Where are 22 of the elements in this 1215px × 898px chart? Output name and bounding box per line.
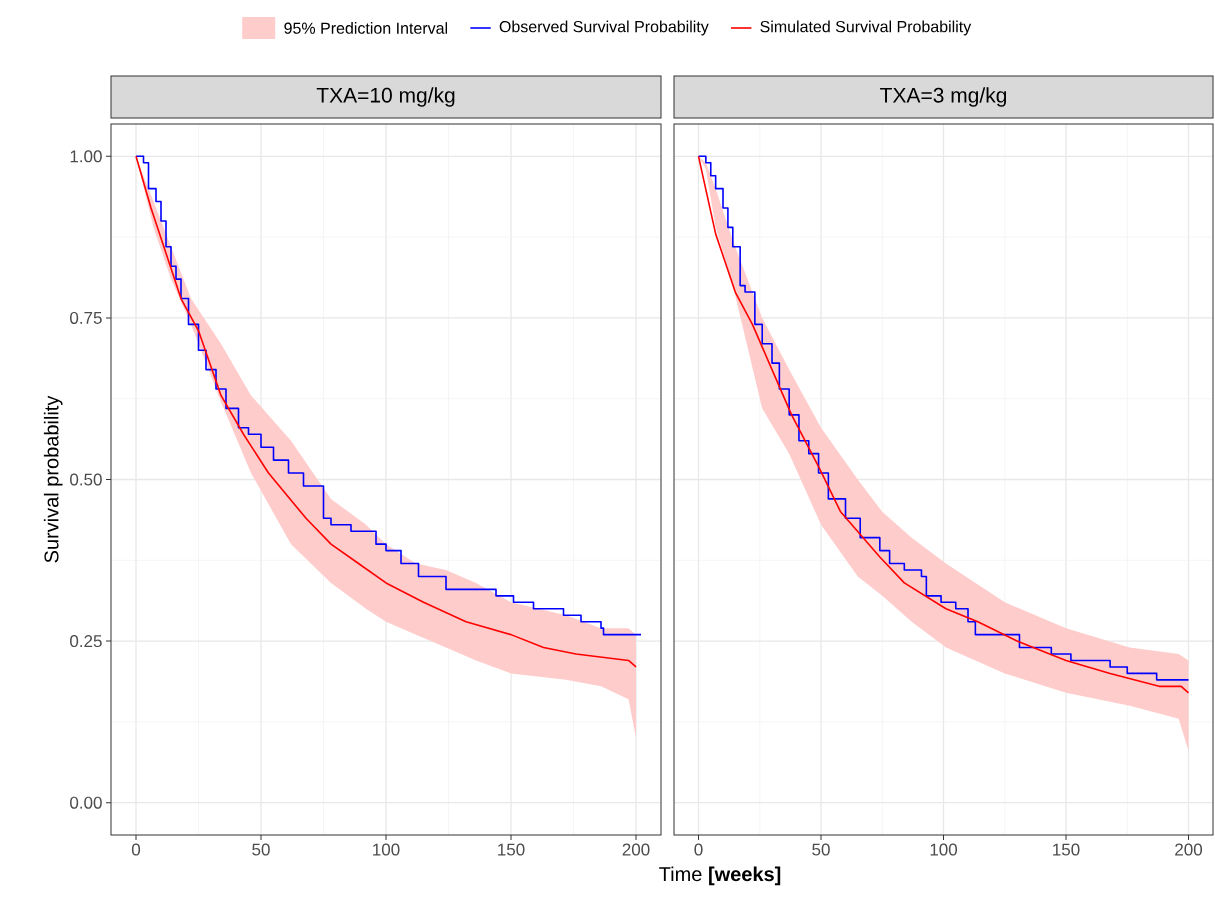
- legend-label: 95% Prediction Interval: [284, 22, 448, 34]
- x-tick-label: 150: [1053, 843, 1080, 856]
- y-tick-label: 0.50: [70, 473, 102, 486]
- x-tick-label: 100: [373, 843, 400, 856]
- chart-title: TXA=3 mg/kg: [880, 87, 1007, 107]
- x-tick-label: 50: [812, 843, 830, 856]
- x-tick-label: 50: [252, 843, 270, 856]
- x-tick-label: 150: [498, 843, 525, 856]
- y-axis-title: Survival probability: [43, 395, 63, 563]
- x-tick-label: 200: [622, 843, 650, 856]
- y-tick-label: 1.00: [70, 150, 102, 163]
- y-tick-label: 0.25: [70, 635, 102, 648]
- x-tick-label: 200: [1175, 843, 1203, 856]
- x-tick-label: 0: [694, 843, 703, 856]
- x-tick-label: 100: [930, 843, 958, 856]
- x-tick-label: 0: [131, 843, 141, 856]
- legend-label: Observed Survival Probability: [499, 20, 709, 36]
- legend-label: Simulated Survival Probability: [760, 20, 972, 36]
- y-tick-label: 0.75: [70, 311, 102, 324]
- chart-title: TXA=10 mg/kg: [316, 87, 455, 107]
- x-axis-title: Time [weeks]: [659, 866, 781, 886]
- y-tick-label: 0.00: [70, 796, 102, 809]
